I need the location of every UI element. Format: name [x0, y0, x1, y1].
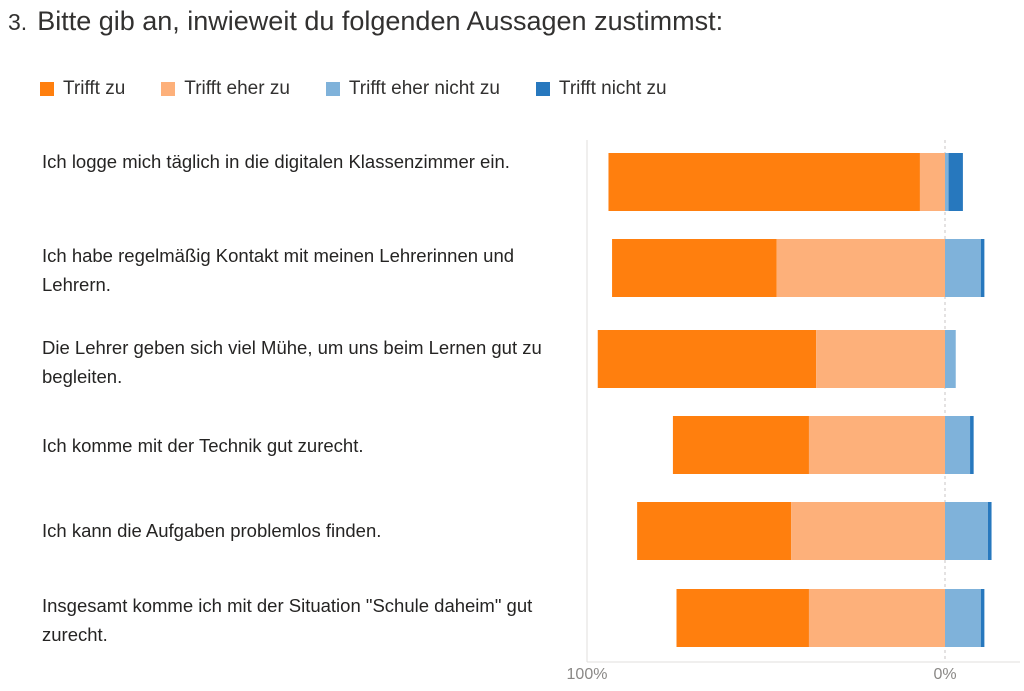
legend-item-trifft-zu[interactable]: Trifft zu [40, 78, 125, 100]
question-title: 3. Bitte gib an, inwieweit du folgenden A… [8, 6, 723, 37]
legend-label: Trifft eher nicht zu [348, 78, 500, 99]
bar-4-series-1[interactable] [672, 416, 809, 474]
statement-label-3: Die Lehrer geben sich viel Mühe, um uns … [42, 337, 542, 387]
bar-5-series-4[interactable] [987, 502, 992, 560]
bar-6-series-2[interactable] [808, 589, 945, 647]
legend-swatch [161, 82, 176, 96]
bar-3-series-2[interactable] [816, 330, 945, 388]
legend-label: Trifft eher zu [184, 78, 290, 99]
bar-6-series-3[interactable] [945, 589, 981, 647]
legend-item-trifft-eher-zu[interactable]: Trifft eher zu [161, 78, 290, 100]
bar-5-series-3[interactable] [945, 502, 988, 560]
question-number: 3. [8, 9, 28, 35]
bar-1-series-3[interactable] [945, 153, 949, 211]
statement-label-6: Insgesamt komme ich mit der Situation "S… [42, 595, 533, 645]
chart-legend: Trifft zu Trifft eher zu Trifft eher nic… [40, 78, 703, 100]
legend-swatch [40, 82, 54, 96]
legend-swatch [535, 82, 550, 96]
bar-2-series-1[interactable] [612, 239, 777, 297]
bar-4-series-2[interactable] [808, 416, 945, 474]
bar-6-series-4[interactable] [980, 589, 985, 647]
x-tick-label-100: 100% [567, 666, 608, 683]
bar-2-series-3[interactable] [945, 239, 981, 297]
bar-2-series-4[interactable] [980, 239, 985, 297]
statement-label-2: Ich habe regelmäßig Kontakt mit meinen L… [42, 245, 515, 295]
bar-3-series-1[interactable] [597, 330, 817, 388]
legend-label: Trifft nicht zu [558, 78, 667, 99]
legend-swatch [325, 82, 340, 96]
legend-item-trifft-eher-nicht-zu[interactable]: Trifft eher nicht zu [325, 78, 500, 100]
x-tick-label-0: 0% [933, 666, 956, 683]
statement-label-5: Ich kann die Aufgaben problemlos finden. [42, 520, 382, 541]
statement-label-1: Ich logge mich täglich in die digitalen … [42, 151, 510, 172]
bar-2-series-2[interactable] [776, 239, 945, 297]
bar-4-series-4[interactable] [970, 416, 974, 474]
statement-label-4: Ich komme mit der Technik gut zurecht. [42, 435, 364, 456]
bar-5-series-2[interactable] [791, 502, 945, 560]
bar-1-series-4[interactable] [948, 153, 963, 211]
bar-4-series-3[interactable] [945, 416, 971, 474]
question-text: Bitte gib an, inwieweit du folgenden Aus… [37, 6, 724, 36]
bar-5-series-1[interactable] [637, 502, 792, 560]
bar-1-series-1[interactable] [608, 153, 920, 211]
bar-1-series-2[interactable] [919, 153, 945, 211]
legend-label: Trifft zu [63, 78, 126, 99]
bar-6-series-1[interactable] [676, 589, 809, 647]
bar-3-series-3[interactable] [945, 330, 956, 388]
legend-item-trifft-nicht-zu[interactable]: Trifft nicht zu [535, 78, 667, 100]
